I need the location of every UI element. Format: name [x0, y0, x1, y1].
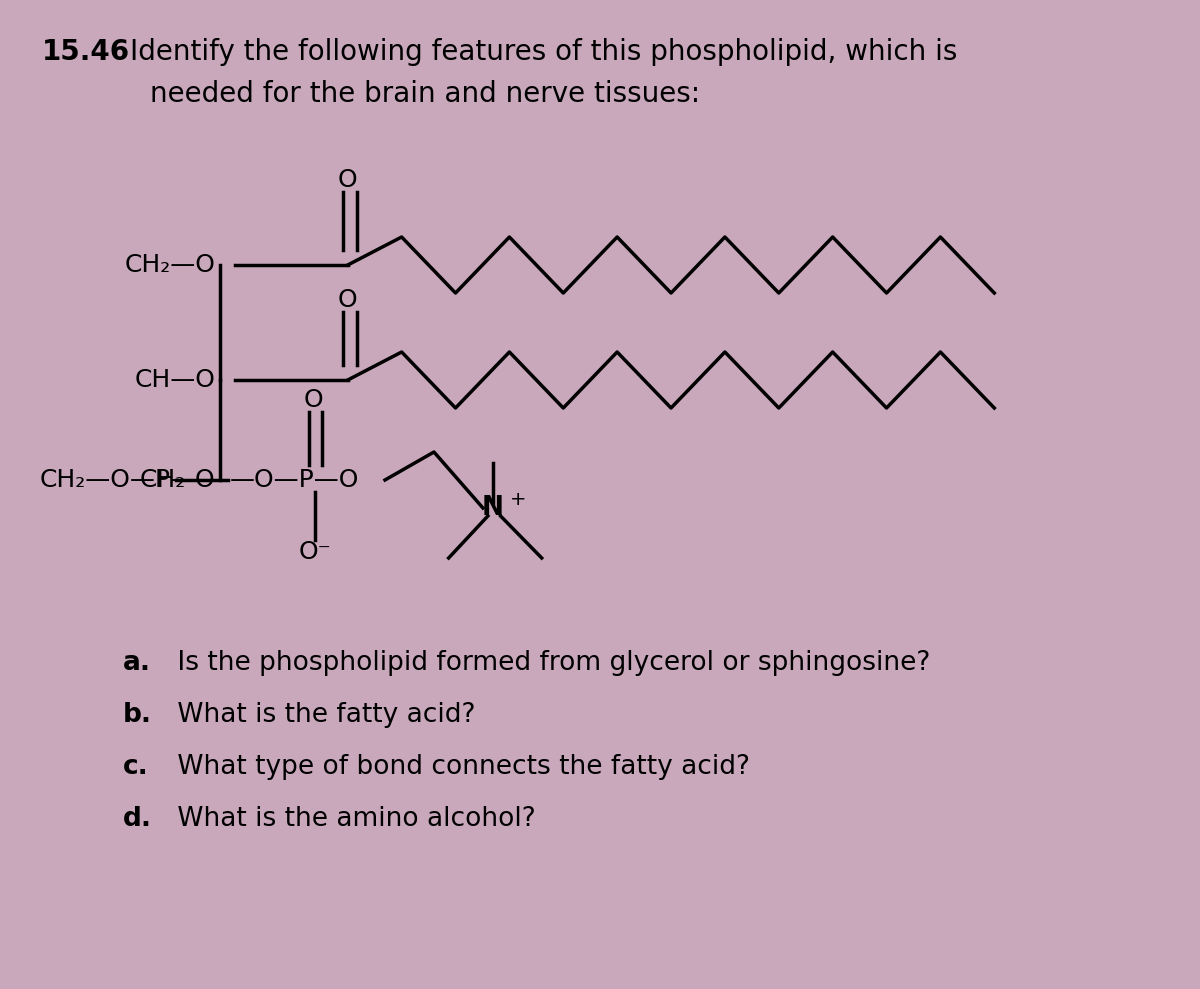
Text: O: O	[338, 288, 358, 312]
Text: O⁻: O⁻	[299, 540, 332, 564]
Text: O: O	[304, 388, 323, 412]
Text: CH—O: CH—O	[134, 368, 216, 392]
Text: 15.46: 15.46	[42, 38, 131, 66]
Text: a.: a.	[122, 650, 150, 676]
Text: CH₂—O: CH₂—O	[125, 253, 216, 277]
Text: CH₂: CH₂	[140, 468, 186, 492]
Text: needed for the brain and nerve tissues:: needed for the brain and nerve tissues:	[150, 80, 700, 108]
Text: —O—P—O: —O—P—O	[230, 468, 360, 492]
Text: +: +	[510, 490, 527, 509]
Text: O: O	[338, 168, 358, 192]
Text: Identify the following features of this phospholipid, which is: Identify the following features of this …	[131, 38, 958, 66]
Text: What is the fatty acid?: What is the fatty acid?	[169, 702, 476, 728]
Text: CH₂—O—P—O: CH₂—O—P—O	[40, 468, 216, 492]
Text: What type of bond connects the fatty acid?: What type of bond connects the fatty aci…	[169, 754, 750, 780]
Text: b.: b.	[122, 702, 151, 728]
Text: d.: d.	[122, 806, 151, 832]
Text: Is the phospholipid formed from glycerol or sphingosine?: Is the phospholipid formed from glycerol…	[169, 650, 931, 676]
Text: N: N	[481, 495, 504, 521]
Text: c.: c.	[122, 754, 149, 780]
Text: What is the amino alcohol?: What is the amino alcohol?	[169, 806, 536, 832]
